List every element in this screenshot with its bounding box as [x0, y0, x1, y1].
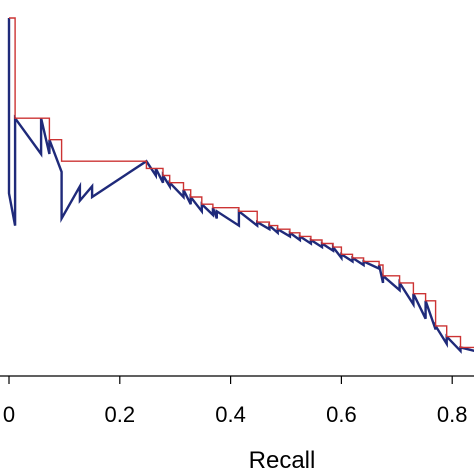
x-tick-label: 0.6 — [326, 402, 357, 427]
series-layer — [7, 17, 474, 354]
x-tick-label: 0.8 — [437, 402, 468, 427]
x-tick-label: 0 — [3, 402, 15, 427]
interpolated-precision-series-line — [9, 17, 474, 349]
x-tick-label: 0.4 — [215, 402, 246, 427]
x-tick-label: 0.2 — [105, 402, 136, 427]
x-axis-title: Recall — [249, 447, 316, 474]
x-axis-ticks: 0 0.2 0.4 0.6 0.8 — [3, 376, 468, 427]
precision-series-line — [7, 18, 474, 354]
